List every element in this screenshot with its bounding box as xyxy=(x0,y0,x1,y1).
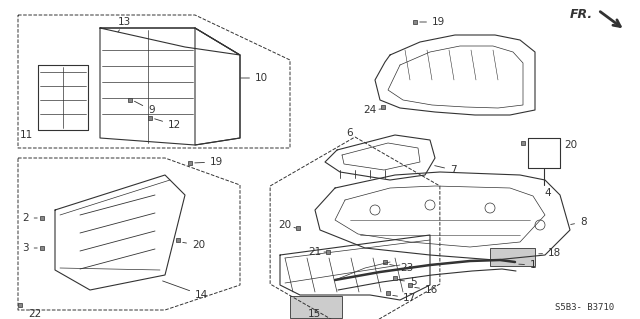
Bar xyxy=(290,296,342,318)
Text: 1: 1 xyxy=(519,260,536,270)
Text: 20: 20 xyxy=(278,220,296,230)
Text: 15: 15 xyxy=(308,309,321,319)
Text: 11: 11 xyxy=(20,130,33,140)
Text: 8: 8 xyxy=(571,217,587,227)
Text: 21: 21 xyxy=(308,247,326,257)
Text: 17: 17 xyxy=(393,293,416,303)
Text: FR.: FR. xyxy=(570,9,593,21)
Text: 4: 4 xyxy=(545,188,551,198)
Text: S5B3- B3710: S5B3- B3710 xyxy=(555,303,614,312)
Text: 12: 12 xyxy=(155,119,181,130)
Text: 19: 19 xyxy=(195,157,223,167)
Text: 10: 10 xyxy=(241,73,268,83)
Text: 14: 14 xyxy=(163,281,208,300)
Text: 24: 24 xyxy=(363,105,381,115)
Text: 6: 6 xyxy=(347,128,353,138)
Text: 16: 16 xyxy=(415,285,438,295)
Text: 20: 20 xyxy=(564,140,577,150)
Text: 18: 18 xyxy=(539,248,561,258)
Text: 13: 13 xyxy=(118,17,131,32)
Text: 2: 2 xyxy=(22,213,37,223)
Text: 23: 23 xyxy=(390,263,413,273)
Text: 7: 7 xyxy=(435,165,456,175)
Text: 20: 20 xyxy=(183,240,205,250)
Text: 9: 9 xyxy=(134,101,155,115)
Text: 19: 19 xyxy=(420,17,445,27)
Text: 3: 3 xyxy=(22,243,37,253)
Text: 5: 5 xyxy=(400,277,417,287)
Text: 22: 22 xyxy=(28,309,41,319)
Bar xyxy=(490,248,535,266)
